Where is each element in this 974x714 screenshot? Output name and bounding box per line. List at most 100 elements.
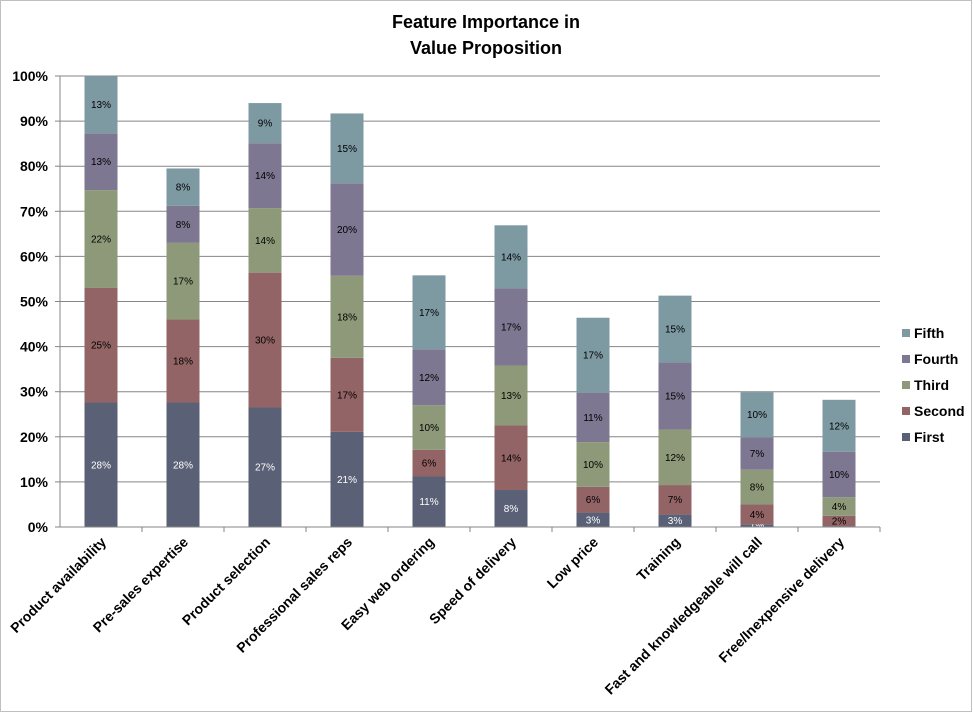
- data-label: 18%: [337, 312, 357, 323]
- data-label: 12%: [829, 421, 849, 432]
- bar-segment-fourth: [412, 349, 446, 406]
- data-label: 14%: [255, 236, 275, 247]
- data-label: 9%: [258, 119, 273, 130]
- bar-segment-first: [576, 512, 610, 527]
- bar-segment-first: [494, 490, 528, 527]
- bar-segment-fifth: [166, 168, 200, 206]
- bar-segment-third: [166, 242, 200, 320]
- bar-segment-second: [740, 504, 774, 525]
- bar-segment-fifth: [248, 103, 282, 144]
- bar-segment-first: [330, 431, 364, 527]
- data-label: 13%: [91, 100, 111, 111]
- data-label: 22%: [91, 235, 111, 246]
- y-tick-label: 100%: [12, 68, 48, 84]
- data-label: 7%: [750, 449, 765, 460]
- bar-segment-fifth: [330, 113, 364, 184]
- bar-segment-first: [412, 476, 446, 527]
- bar-segment-fourth: [658, 362, 692, 430]
- bar-segment-fifth: [576, 317, 610, 393]
- y-axis: 0% 10% 20% 30% 40% 50% 60% 70% 80% 90% 100%: [12, 68, 61, 535]
- y-tick-label: 60%: [20, 248, 49, 264]
- bar-segment-second: [412, 449, 446, 477]
- bar-segment-fourth: [822, 451, 856, 498]
- bar-segment-second: [330, 357, 364, 432]
- bar-segment-fourth: [576, 392, 610, 443]
- legend-label-fifth: Fifth: [914, 325, 944, 341]
- legend-label-second: Second: [914, 403, 965, 419]
- y-tick-label: 30%: [20, 384, 49, 400]
- data-label: 18%: [173, 357, 193, 368]
- data-label: 14%: [501, 252, 521, 263]
- bar-segment-third: [576, 442, 610, 487]
- bar-segment-fifth: [84, 76, 118, 134]
- data-label: 2%: [832, 516, 847, 527]
- bar-segment-third: [330, 275, 364, 358]
- bar-segment-second: [658, 485, 692, 515]
- legend-label-third: Third: [914, 377, 949, 393]
- data-label: 12%: [419, 373, 439, 384]
- data-label: 25%: [91, 341, 111, 352]
- bar-segment-third: [248, 208, 282, 273]
- legend: Fifth Fourth Third Second First: [902, 325, 965, 445]
- data-label: 11%: [583, 413, 602, 424]
- bar-segment-third: [658, 429, 692, 486]
- data-label: 7%: [668, 495, 683, 506]
- bar-segment-fifth: [740, 392, 774, 438]
- bar-segment-fourth: [166, 205, 200, 243]
- data-label: 27%: [255, 463, 275, 474]
- data-label: 15%: [337, 144, 357, 155]
- data-label: 3%: [668, 516, 683, 527]
- data-label: 4%: [832, 502, 847, 513]
- data-label: 14%: [501, 453, 521, 464]
- y-tick-label: 0%: [28, 519, 49, 535]
- bar-segment-third: [822, 497, 856, 516]
- data-label: 30%: [255, 336, 275, 347]
- bar-segment-fourth: [84, 133, 118, 191]
- bar-segment-first: [84, 402, 118, 527]
- data-label: 21%: [337, 475, 357, 486]
- x-category-label: Training: [633, 534, 683, 584]
- data-label: 10%: [583, 460, 603, 471]
- data-label: 4%: [750, 510, 765, 521]
- bar-segment-first: [166, 402, 200, 527]
- bar-segment-fourth: [330, 183, 364, 276]
- data-label: 20%: [337, 225, 357, 236]
- bar-segment-second: [84, 287, 118, 403]
- legend-swatch-second: [902, 407, 910, 415]
- data-label: 15%: [665, 391, 685, 402]
- data-label: 11%: [419, 497, 438, 508]
- data-label: 10%: [419, 423, 439, 434]
- data-label: 10%: [829, 470, 849, 481]
- data-label: 6%: [422, 459, 437, 470]
- data-label: 13%: [501, 391, 521, 402]
- y-tick-label: 40%: [20, 339, 49, 355]
- bar-segment-fourth: [494, 288, 528, 366]
- bar-segment-second: [822, 515, 856, 527]
- y-tick-label: 80%: [20, 158, 49, 174]
- data-label: 28%: [91, 460, 111, 471]
- legend-swatch-fourth: [902, 355, 910, 363]
- bar-segment-third: [740, 469, 774, 505]
- bar-segment-fifth: [822, 399, 856, 452]
- x-category-label: Easy web ordering: [338, 534, 437, 633]
- y-tick-label: 90%: [20, 113, 49, 129]
- x-category-label: Low price: [544, 534, 602, 592]
- bar-segment-fourth: [740, 437, 774, 470]
- data-label: 12%: [665, 453, 685, 464]
- bar-segment-third: [84, 190, 118, 288]
- x-category-label: Product selection: [179, 534, 273, 628]
- data-label: 8%: [750, 483, 765, 494]
- data-label: 8%: [176, 183, 191, 194]
- bar-segment-third: [494, 365, 528, 426]
- y-tick-label: 50%: [20, 294, 49, 310]
- data-label: 17%: [501, 322, 521, 333]
- chart-title-line-1: Feature Importance in: [392, 12, 580, 32]
- data-label: 13%: [91, 157, 111, 168]
- data-label: 17%: [583, 351, 603, 362]
- bar-segment-first: [248, 407, 282, 527]
- x-category-label: Speed of delivery: [426, 534, 519, 627]
- legend-label-first: First: [914, 429, 945, 445]
- bar-segment-fifth: [658, 295, 692, 363]
- data-label: 17%: [173, 277, 193, 288]
